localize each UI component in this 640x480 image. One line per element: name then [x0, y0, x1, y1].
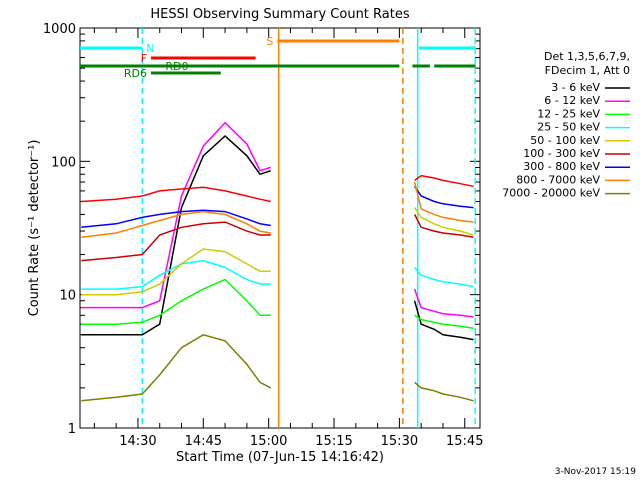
flag-label-rd6: RD6	[124, 67, 147, 80]
series-line	[81, 333, 474, 402]
x-tick-label: 14:30	[119, 434, 156, 449]
series-line	[81, 207, 474, 296]
flag-label-n: N	[146, 42, 154, 55]
flag-label-rd0: RD0	[165, 60, 188, 73]
legend-entry-label: 7000 - 20000 keV	[502, 187, 600, 200]
x-tick-label: 15:30	[381, 434, 418, 449]
series-line	[81, 134, 474, 341]
legend-entry-label: 6 - 12 keV	[544, 94, 600, 107]
legend-entry-label: 800 - 7000 keV	[516, 173, 600, 186]
series-line	[81, 278, 474, 329]
x-tick-label: 15:45	[446, 434, 483, 449]
y-tick-label: 10	[59, 289, 76, 304]
plot-frame	[79, 27, 481, 429]
series-line	[81, 121, 474, 318]
y-tick-label: 1000	[43, 22, 76, 37]
legend-entry-label: 50 - 100 keV	[530, 134, 600, 147]
legend-header-2: FDecim 1, Att 0	[545, 64, 630, 77]
x-axis-label: Start Time (07-Jun-15 14:16:42)	[176, 450, 384, 465]
y-tick-label: 1	[68, 422, 76, 437]
y-tick-label: 100	[51, 155, 76, 170]
series-line	[81, 185, 474, 229]
legend-header: Det 1,3,5,6,7,9,	[544, 50, 630, 63]
series-line	[81, 181, 474, 238]
legend-entry-label: 25 - 50 keV	[537, 121, 600, 134]
flag-label-f: F	[141, 52, 147, 65]
legend-entry-label: 3 - 6 keV	[551, 81, 600, 94]
x-tick-label: 15:00	[250, 434, 287, 449]
legend-entry-label: 300 - 800 keV	[523, 160, 600, 173]
legend-entry-label: 100 - 300 keV	[523, 147, 600, 160]
chart-title: HESSI Observing Summary Count Rates	[150, 7, 409, 22]
x-tick-label: 15:15	[315, 434, 352, 449]
series-line	[81, 174, 474, 203]
y-axis-label: Count Rate (s⁻¹ detector⁻¹)	[27, 140, 42, 317]
date-stamp: 3-Nov-2017 15:19	[555, 467, 637, 477]
legend-entry-label: 12 - 25 keV	[537, 107, 600, 120]
series-line	[81, 259, 474, 290]
x-tick-label: 14:45	[185, 434, 222, 449]
series-line	[81, 214, 474, 262]
flag-label-s: S	[266, 35, 273, 48]
